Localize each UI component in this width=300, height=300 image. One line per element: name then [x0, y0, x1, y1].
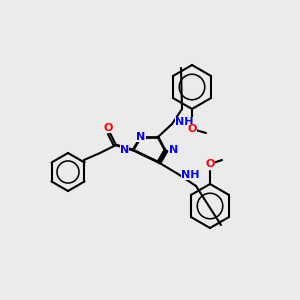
Text: NH: NH — [175, 117, 194, 127]
Text: N: N — [120, 145, 129, 155]
Text: N: N — [136, 132, 146, 142]
Text: O: O — [103, 123, 113, 133]
Text: O: O — [187, 124, 197, 134]
Text: O: O — [205, 159, 215, 169]
Text: N: N — [169, 145, 178, 155]
Text: NH: NH — [181, 170, 200, 180]
